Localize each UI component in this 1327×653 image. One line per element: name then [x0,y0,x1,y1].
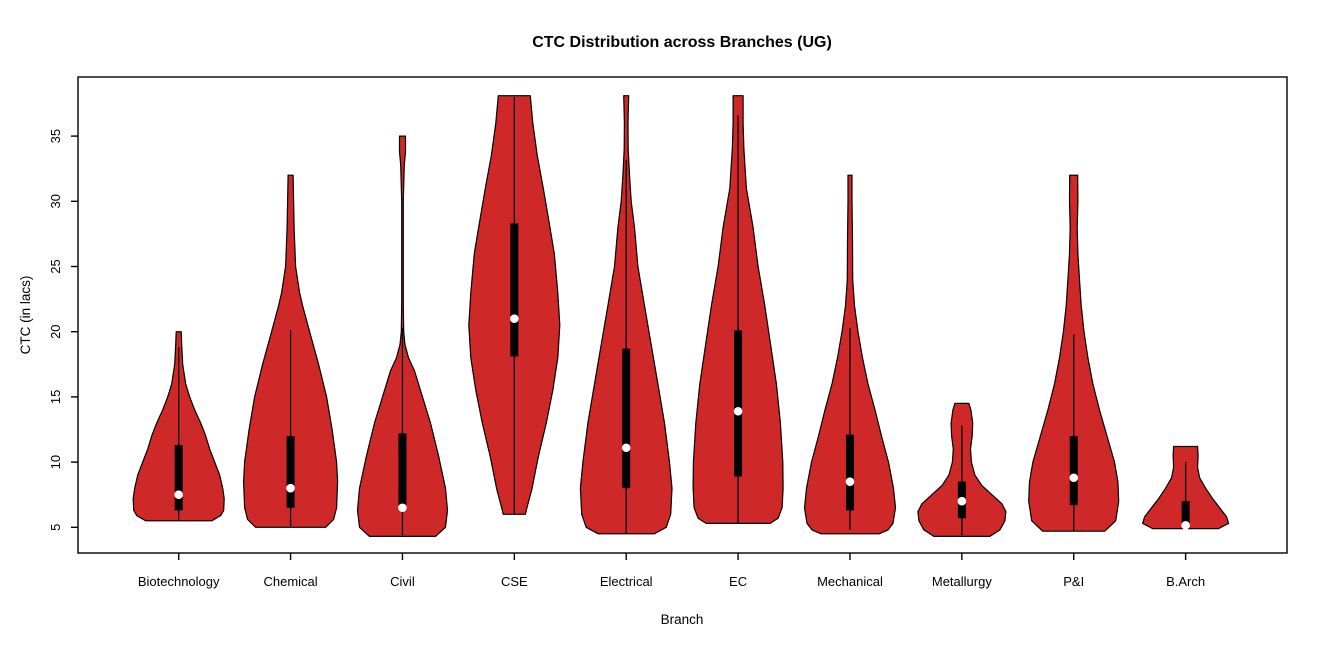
violins-layer [132,95,1230,538]
iqr-box-cse [510,223,519,357]
x-tick-label-chemical: Chemical [263,574,317,589]
plot-border [77,76,1288,554]
y-axis: 5 10 15 20 25 30 35 [48,129,78,531]
x-tick-label-cse: CSE [501,574,528,589]
violin-cse [468,95,561,515]
x-tick-label-electrical: Electrical [600,574,653,589]
violin-ec [692,95,784,525]
x-axis: Biotechnology Chemical Civil CSE Electrical E… [138,553,1205,589]
median-dot-p-i [1069,473,1079,483]
median-dot-electrical [621,443,631,453]
iqr-box-civil [398,433,407,506]
y-tick-label: 15 [48,390,63,404]
iqr-box-b-arch [1181,501,1190,524]
iqr-box-chemical [286,436,295,508]
x-tick-label-ec: EC [729,574,747,589]
x-tick-label-b-arch: B.Arch [1166,574,1205,589]
iqr-box-p-i [1069,436,1078,506]
violin-biotechnology [132,331,225,522]
x-tick-label-metallurgy: Metallurgy [932,574,992,589]
median-dot-civil [398,503,407,513]
y-tick-label: 25 [48,259,63,273]
x-tick-label-civil: Civil [390,574,415,589]
violin-civil [356,135,449,538]
x-tick-label-mechanical: Mechanical [817,574,883,589]
y-tick-label: 20 [48,324,63,338]
chart-title: CTC Distribution across Branches (UG) [532,34,832,51]
violin-mechanical [803,174,897,535]
median-dot-chemical [286,483,295,493]
iqr-box-ec [734,330,743,477]
y-tick-label: 30 [48,194,63,208]
violin-metallurgy [917,402,1007,538]
iqr-box-electrical [622,348,631,489]
x-axis-title: Branch [661,612,704,627]
iqr-box-mechanical [845,434,854,511]
violin-p-i [1028,174,1120,532]
y-axis-title: CTC (in lacs) [18,276,33,355]
iqr-box-biotechnology [174,445,183,511]
violin-chemical [243,174,339,528]
violin-b-arch [1141,445,1230,530]
median-dot-b-arch [1181,521,1190,530]
median-dot-metallurgy [957,496,967,506]
median-dot-ec [733,406,743,416]
median-dot-biotechnology [174,490,183,500]
median-dot-mechanical [845,477,855,486]
y-tick-label: 35 [48,129,63,143]
x-tick-label-biotechnology: Biotechnology [138,574,220,589]
x-tick-label-p-i: P&I [1063,574,1084,589]
y-tick-label: 5 [48,524,63,531]
y-tick-label: 10 [48,455,63,469]
median-dot-cse [510,314,519,323]
violin-electrical [579,95,673,535]
